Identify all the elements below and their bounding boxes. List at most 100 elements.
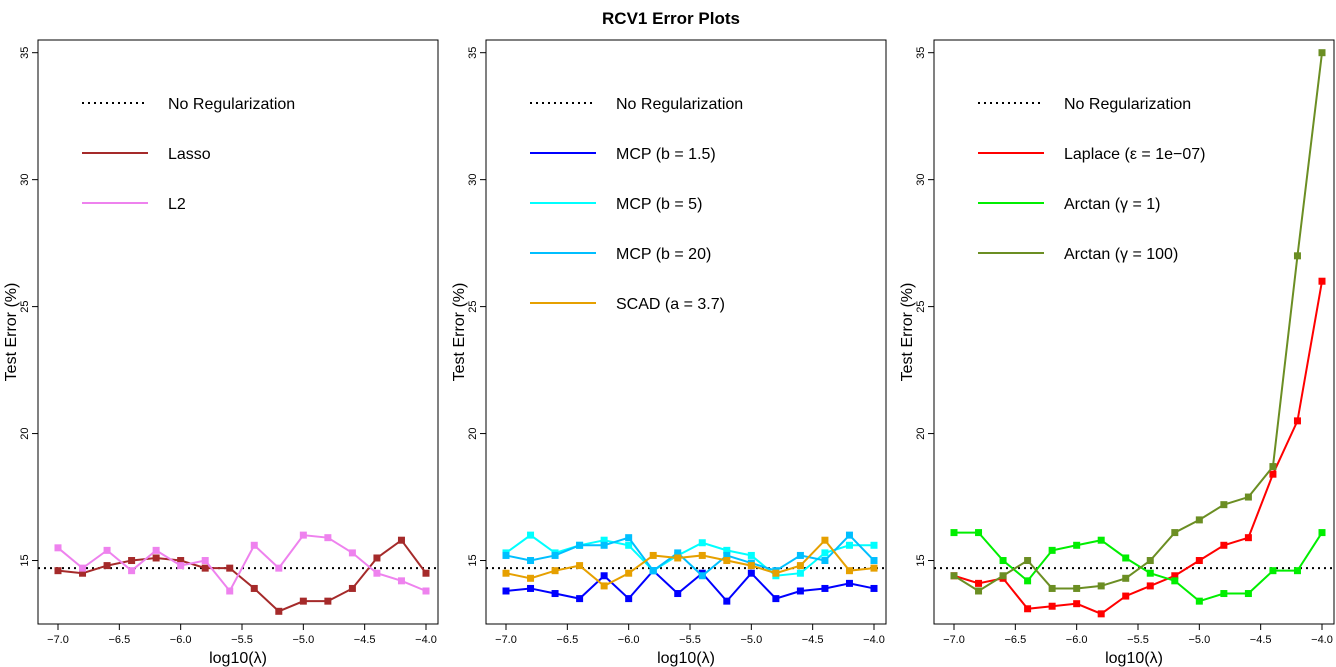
data-point: [975, 529, 983, 537]
series-line: [505, 533, 874, 577]
data-point: [1146, 569, 1154, 577]
data-point: [1244, 493, 1252, 501]
x-tick-label: −7.0: [943, 634, 965, 646]
data-point: [870, 584, 878, 592]
data-point: [128, 567, 136, 575]
data-point: [299, 531, 307, 539]
data-point: [502, 551, 510, 559]
data-point: [1171, 529, 1179, 537]
data-point: [1146, 557, 1154, 565]
y-tick-label: 20: [915, 427, 927, 439]
data-point: [1024, 577, 1032, 585]
data-point: [177, 562, 185, 570]
data-point: [527, 584, 535, 592]
data-point: [576, 541, 584, 549]
series-line: [505, 533, 875, 578]
data-point: [1244, 590, 1252, 598]
legend-label: Laplace (ε = 1e−07): [1064, 146, 1205, 163]
legend-label: Arctan (γ = 100): [1064, 246, 1178, 263]
data-point: [79, 564, 87, 572]
data-point: [870, 541, 878, 549]
data-point: [698, 572, 706, 580]
data-point: [551, 590, 559, 598]
data-point: [201, 564, 209, 572]
data-point: [845, 541, 853, 549]
y-axis-label: Test Error (%): [3, 283, 20, 382]
data-point: [950, 529, 958, 537]
data-point: [54, 567, 62, 575]
data-point: [152, 554, 160, 562]
legend-label: No Regularization: [168, 96, 295, 113]
data-point: [1220, 541, 1228, 549]
data-point: [79, 569, 87, 577]
data-point: [796, 569, 804, 577]
data-point: [1171, 572, 1179, 580]
data-point: [527, 557, 535, 565]
data-point: [1048, 584, 1056, 592]
x-tick-label: −5.0: [740, 634, 762, 646]
data-point: [397, 577, 405, 585]
data-point: [600, 541, 608, 549]
data-point: [1048, 602, 1056, 610]
y-axis-label: Test Error (%): [899, 283, 916, 382]
data-point: [373, 554, 381, 562]
data-point: [324, 597, 332, 605]
y-tick-label: 20: [467, 427, 479, 439]
x-tick-label: −5.5: [679, 634, 701, 646]
legend-label: MCP (b = 5): [616, 196, 702, 213]
data-point: [796, 551, 804, 559]
data-point: [1318, 49, 1326, 57]
y-tick-label: 35: [19, 47, 31, 59]
data-point: [1318, 529, 1326, 537]
data-point: [1220, 501, 1228, 509]
data-point: [422, 587, 430, 595]
x-tick-label: −6.0: [1066, 634, 1088, 646]
data-point: [1146, 582, 1154, 590]
data-point: [796, 562, 804, 570]
data-point: [674, 549, 682, 557]
data-point: [747, 551, 755, 559]
data-point: [870, 557, 878, 565]
data-point: [1122, 592, 1130, 600]
data-point: [275, 607, 283, 615]
y-tick-label: 35: [915, 47, 927, 59]
x-tick-label: −6.5: [1004, 634, 1026, 646]
data-point: [226, 564, 234, 572]
x-tick-label: −6.0: [618, 634, 640, 646]
legend: No Regularization Lasso L2: [82, 96, 295, 213]
data-point: [1195, 516, 1203, 524]
data-point: [747, 569, 755, 577]
x-tick-label: −4.5: [354, 634, 376, 646]
x-tick-label: −6.5: [556, 634, 578, 646]
series-line: [953, 281, 1323, 615]
y-tick-label: 25: [467, 300, 479, 312]
data-point: [1122, 574, 1130, 582]
series-line: [57, 534, 427, 593]
data-point: [527, 531, 535, 539]
data-point: [1024, 557, 1032, 565]
y-axis-label: Test Error (%): [451, 283, 468, 382]
series-line: [505, 569, 875, 603]
x-tick-label: −5.5: [231, 634, 253, 646]
x-tick-label: −5.0: [292, 634, 314, 646]
data-point: [649, 551, 657, 559]
plot-frame: [485, 39, 887, 625]
data-point: [845, 567, 853, 575]
data-point: [1293, 417, 1301, 425]
data-point: [772, 569, 780, 577]
data-point: [152, 546, 160, 554]
chart-panel-2: −7.0 −6.5 −6.0 −5.5 −5.0 −4.5 −4.0 15 20 25 30 35 lo…: [451, 39, 887, 667]
data-point: [551, 567, 559, 575]
legend: No Regularization Laplace (ε = 1e−07) Arct…: [978, 96, 1205, 263]
data-point: [1318, 277, 1326, 285]
legend-label: Arctan (γ = 1): [1064, 196, 1160, 213]
data-point: [723, 546, 731, 554]
data-point: [723, 557, 731, 565]
data-point: [1097, 610, 1105, 618]
y-tick-label: 25: [19, 300, 31, 312]
data-point: [1048, 546, 1056, 554]
data-point: [128, 557, 136, 565]
data-point: [698, 551, 706, 559]
data-point: [299, 597, 307, 605]
